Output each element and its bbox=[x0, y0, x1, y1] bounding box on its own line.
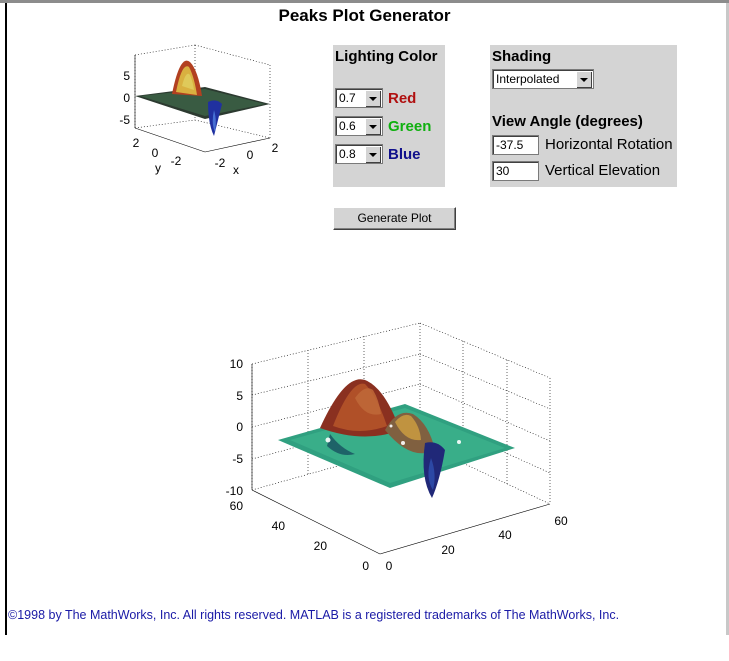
large-peaks-plot: 10 5 0 -5 -10 60 40 20 0 0 20 40 60 bbox=[226, 322, 568, 573]
large-z-tick: 5 bbox=[236, 389, 243, 403]
small-y-label: y bbox=[155, 161, 161, 175]
red-value: 0.7 bbox=[339, 91, 356, 105]
large-z-tick: -5 bbox=[232, 452, 243, 466]
page-title: Peaks Plot Generator bbox=[278, 6, 451, 25]
large-y-tick: 0 bbox=[362, 559, 369, 573]
large-z-tick: 0 bbox=[236, 420, 243, 434]
shading-select[interactable]: Interpolated bbox=[492, 69, 594, 89]
chevron-down-icon[interactable] bbox=[365, 90, 381, 107]
large-z-tick: -10 bbox=[226, 484, 244, 498]
shading-value: Interpolated bbox=[496, 72, 560, 86]
copyright-footer: ©1998 by The MathWorks, Inc. All rights … bbox=[8, 608, 620, 622]
small-peaks-plot: 5 0 -5 2 0 -2 y -2 0 2 x bbox=[119, 44, 279, 177]
large-plot-axes bbox=[251, 364, 551, 555]
large-plot-y-ticks: 60 40 20 0 bbox=[230, 499, 370, 573]
blue-label: Blue bbox=[388, 146, 421, 163]
lighting-color-heading: Lighting Color bbox=[335, 48, 438, 65]
shading-view-panel: Shading Interpolated View Angle (degrees… bbox=[490, 45, 677, 187]
green-label: Green bbox=[388, 118, 432, 135]
large-plot-z-ticks: 10 5 0 -5 -10 bbox=[226, 357, 244, 498]
window-right-border bbox=[726, 3, 729, 635]
large-x-tick: 0 bbox=[386, 559, 393, 573]
green-value: 0.6 bbox=[339, 119, 356, 133]
small-y-tick: 0 bbox=[152, 146, 159, 160]
window-top-border bbox=[0, 0, 729, 3]
blue-value-select[interactable]: 0.8 bbox=[335, 144, 383, 164]
small-plot-x-ticks: -2 0 2 x bbox=[215, 141, 279, 177]
chevron-down-icon[interactable] bbox=[576, 71, 592, 88]
large-y-tick: 60 bbox=[230, 499, 244, 513]
chevron-down-icon[interactable] bbox=[365, 146, 381, 163]
small-x-tick: 0 bbox=[247, 148, 254, 162]
vertical-elevation-input[interactable] bbox=[492, 161, 539, 181]
small-plot-z-ticks: 5 0 -5 bbox=[119, 69, 130, 127]
red-label: Red bbox=[388, 90, 417, 107]
lighting-color-panel: Lighting Color 0.7 Red 0.6 Green 0.8 Blu… bbox=[333, 45, 445, 187]
small-x-tick: -2 bbox=[215, 156, 226, 170]
large-x-tick: 60 bbox=[554, 514, 568, 528]
small-z-tick: -5 bbox=[119, 113, 130, 127]
generate-plot-button[interactable]: Generate Plot bbox=[333, 207, 456, 230]
large-x-tick: 20 bbox=[441, 543, 455, 557]
small-x-tick: 2 bbox=[272, 141, 279, 155]
large-y-tick: 40 bbox=[272, 519, 286, 533]
window-left-border bbox=[5, 3, 7, 635]
shading-heading: Shading bbox=[492, 48, 552, 65]
red-value-select[interactable]: 0.7 bbox=[335, 88, 383, 108]
large-z-tick: 10 bbox=[230, 357, 244, 371]
large-x-tick: 40 bbox=[498, 528, 512, 542]
small-z-tick: 5 bbox=[123, 69, 130, 83]
small-y-tick: -2 bbox=[171, 154, 182, 168]
small-y-tick: 2 bbox=[133, 136, 140, 150]
small-plot-surface bbox=[135, 60, 270, 136]
large-y-tick: 20 bbox=[314, 539, 328, 553]
small-plot-y-ticks: 2 0 -2 y bbox=[133, 136, 182, 175]
blue-value: 0.8 bbox=[339, 147, 356, 161]
large-plot-surface bbox=[278, 379, 515, 498]
chevron-down-icon[interactable] bbox=[365, 118, 381, 135]
small-plot-axes bbox=[134, 55, 271, 153]
small-z-tick: 0 bbox=[123, 91, 130, 105]
view-angle-heading: View Angle (degrees) bbox=[492, 113, 643, 130]
vertical-elevation-label: Vertical Elevation bbox=[545, 162, 661, 179]
green-value-select[interactable]: 0.6 bbox=[335, 116, 383, 136]
small-x-label: x bbox=[233, 163, 239, 177]
horizontal-rotation-label: Horizontal Rotation bbox=[545, 136, 673, 153]
large-plot-x-ticks: 0 20 40 60 bbox=[386, 514, 568, 573]
horizontal-rotation-input[interactable] bbox=[492, 135, 539, 155]
